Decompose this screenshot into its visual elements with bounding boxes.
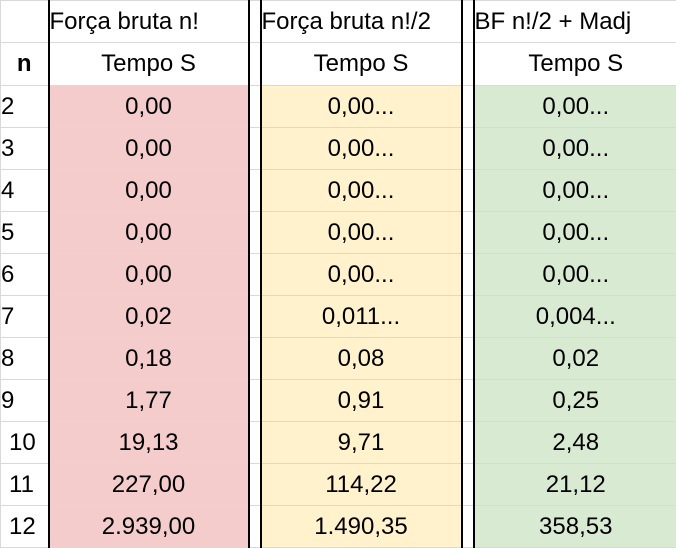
cell-spacer[interactable] (249, 128, 261, 170)
cell-spacer[interactable] (249, 506, 261, 548)
cell-spacer[interactable] (249, 1, 261, 43)
cell-spacer[interactable] (462, 296, 474, 338)
cell-spacer[interactable] (249, 170, 261, 212)
cell-force-brute-time[interactable]: 19,13 (49, 422, 249, 464)
subheader-row: n Tempo S Tempo S Tempo S (1, 43, 676, 86)
cell-spacer[interactable] (462, 128, 474, 170)
cell-n[interactable]: 12 (1, 506, 49, 548)
cell-force-brute-half-time[interactable]: 1.490,35 (261, 506, 462, 548)
cell-force-brute-half-time[interactable]: 9,71 (261, 422, 462, 464)
cell-force-brute-half-time[interactable]: 0,011... (261, 296, 462, 338)
header-bf-half-madj[interactable]: BF n!/2 + Madj (474, 1, 676, 43)
cell-spacer[interactable] (249, 380, 261, 422)
cell-spacer[interactable] (462, 86, 474, 128)
cell-spacer[interactable] (249, 422, 261, 464)
cell-spacer[interactable] (462, 170, 474, 212)
cell-force-brute-time[interactable]: 0,18 (49, 338, 249, 380)
cell-spacer[interactable] (462, 212, 474, 254)
cell-bf-half-madj-time[interactable]: 0,00... (474, 254, 676, 296)
cell-n[interactable]: 5 (1, 212, 49, 254)
cell-spacer[interactable] (462, 422, 474, 464)
cell-n[interactable]: 7 (1, 296, 49, 338)
cell-force-brute-half-time[interactable]: 0,91 (261, 380, 462, 422)
cell-spacer[interactable] (462, 380, 474, 422)
cell-spacer[interactable] (462, 254, 474, 296)
cell-n[interactable]: 3 (1, 128, 49, 170)
subheader-bf-half-madj[interactable]: Tempo S (474, 43, 676, 86)
cell-force-brute-time[interactable]: 2.939,00 (49, 506, 249, 548)
cell-force-brute-half-time[interactable]: 0,00... (261, 86, 462, 128)
cell-n[interactable]: 9 (1, 380, 49, 422)
cell-force-brute-time[interactable]: 0,00 (49, 212, 249, 254)
cell-n[interactable]: 4 (1, 170, 49, 212)
cell-bf-half-madj-time[interactable]: 0,00... (474, 170, 676, 212)
cell-spacer[interactable] (462, 464, 474, 506)
cell-force-brute-half-time[interactable]: 0,00... (261, 170, 462, 212)
cell-force-brute-time[interactable]: 0,00 (49, 254, 249, 296)
cell-bf-half-madj-time[interactable]: 0,00... (474, 212, 676, 254)
cell-bf-half-madj-time[interactable]: 2,48 (474, 422, 676, 464)
cell-spacer[interactable] (462, 506, 474, 548)
cell-force-brute-time[interactable]: 0,00 (49, 128, 249, 170)
cell-bf-half-madj-time[interactable]: 0,00... (474, 86, 676, 128)
subheader-force-brute[interactable]: Tempo S (49, 43, 249, 86)
cell-spacer[interactable] (249, 43, 261, 86)
cell-force-brute-time[interactable]: 0,02 (49, 296, 249, 338)
cell-bf-half-madj-time[interactable]: 0,004... (474, 296, 676, 338)
cell-force-brute-time[interactable]: 0,00 (49, 86, 249, 128)
cell-force-brute-half-time[interactable]: 0,00... (261, 254, 462, 296)
cell-bf-half-madj-time[interactable]: 0,02 (474, 338, 676, 380)
cell-force-brute-time[interactable]: 227,00 (49, 464, 249, 506)
cell-n[interactable]: 10 (1, 422, 49, 464)
cell-empty-corner[interactable] (1, 1, 49, 43)
title-row: Força bruta n! Força bruta n!/2 BF n!/2 … (1, 1, 676, 43)
cell-spacer[interactable] (249, 296, 261, 338)
cell-spacer[interactable] (462, 338, 474, 380)
cell-bf-half-madj-time[interactable]: 0,25 (474, 380, 676, 422)
cell-force-brute-time[interactable]: 1,77 (49, 380, 249, 422)
cell-force-brute-half-time[interactable]: 114,22 (261, 464, 462, 506)
cell-bf-half-madj-time[interactable]: 358,53 (474, 506, 676, 548)
cell-spacer[interactable] (249, 338, 261, 380)
cell-force-brute-half-time[interactable]: 0,00... (261, 128, 462, 170)
cell-spacer[interactable] (249, 86, 261, 128)
cell-force-brute-half-time[interactable]: 0,08 (261, 338, 462, 380)
cell-spacer[interactable] (249, 212, 261, 254)
cell-spacer[interactable] (462, 1, 474, 43)
cell-n[interactable]: 8 (1, 338, 49, 380)
cell-n[interactable]: 2 (1, 86, 49, 128)
cell-n[interactable]: 11 (1, 464, 49, 506)
subheader-force-brute-half[interactable]: Tempo S (261, 43, 462, 86)
cell-bf-half-madj-time[interactable]: 21,12 (474, 464, 676, 506)
cell-force-brute-time[interactable]: 0,00 (49, 170, 249, 212)
cell-bf-half-madj-time[interactable]: 0,00... (474, 128, 676, 170)
cell-spacer[interactable] (462, 43, 474, 86)
cell-force-brute-half-time[interactable]: 0,00... (261, 212, 462, 254)
cell-n[interactable]: 6 (1, 254, 49, 296)
header-n[interactable]: n (1, 43, 49, 86)
cell-spacer[interactable] (249, 254, 261, 296)
cell-spacer[interactable] (249, 464, 261, 506)
header-force-brute-half[interactable]: Força bruta n!/2 (261, 1, 462, 43)
header-force-brute[interactable]: Força bruta n! (49, 1, 249, 43)
